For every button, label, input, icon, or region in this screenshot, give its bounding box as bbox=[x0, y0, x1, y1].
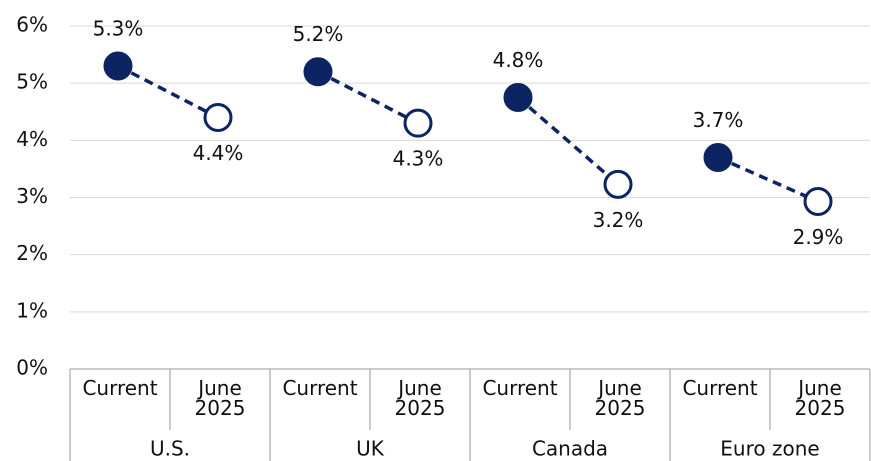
y-tick-label: 6% bbox=[16, 13, 48, 37]
point bbox=[603, 169, 633, 199]
y-tick-label: 5% bbox=[16, 70, 48, 94]
x-tick-text: Current bbox=[482, 376, 558, 400]
group-label: Canada bbox=[532, 437, 608, 461]
value-label: 4.8% bbox=[493, 48, 544, 72]
x-tick-label: Current bbox=[70, 378, 170, 398]
point bbox=[703, 142, 733, 172]
connector bbox=[317, 70, 419, 125]
y-tick-label: 2% bbox=[16, 241, 48, 265]
x-tick-label: June 2025 bbox=[570, 378, 670, 418]
connector bbox=[516, 96, 620, 186]
point bbox=[503, 82, 533, 112]
value-label: 2.9% bbox=[793, 225, 844, 249]
x-tick-text: Current bbox=[82, 376, 158, 400]
point bbox=[803, 187, 833, 217]
value-label: 4.3% bbox=[393, 147, 444, 171]
point bbox=[403, 108, 433, 138]
point bbox=[303, 57, 333, 87]
x-tick-label: June 2025 bbox=[770, 378, 870, 418]
value-label: 3.2% bbox=[593, 208, 644, 232]
y-tick-label: 0% bbox=[16, 356, 48, 380]
connector bbox=[717, 155, 819, 204]
x-tick-label: June 2025 bbox=[170, 378, 270, 418]
x-tick-text: June 2025 bbox=[794, 376, 846, 420]
x-tick-text: Current bbox=[282, 376, 358, 400]
point bbox=[103, 51, 133, 81]
x-tick-label: Current bbox=[270, 378, 370, 398]
x-tick-text: June 2025 bbox=[194, 376, 246, 420]
x-tick-text: June 2025 bbox=[394, 376, 446, 420]
value-label: 3.7% bbox=[693, 108, 744, 132]
y-tick-label: 4% bbox=[16, 127, 48, 151]
x-tick-label: June 2025 bbox=[370, 378, 470, 418]
y-tick-label: 1% bbox=[16, 298, 48, 322]
x-tick-text: June 2025 bbox=[594, 376, 646, 420]
group-label: U.S. bbox=[150, 437, 190, 461]
value-label: 4.4% bbox=[193, 141, 244, 165]
group-label: Euro zone bbox=[720, 437, 819, 461]
value-label: 5.3% bbox=[93, 17, 144, 41]
x-tick-text: Current bbox=[682, 376, 758, 400]
x-tick-label: Current bbox=[670, 378, 770, 398]
point bbox=[203, 102, 233, 132]
x-tick-label: Current bbox=[470, 378, 570, 398]
connector bbox=[117, 64, 219, 120]
value-label: 5.2% bbox=[293, 22, 344, 46]
y-tick-label: 3% bbox=[16, 184, 48, 208]
group-label: UK bbox=[356, 437, 385, 461]
